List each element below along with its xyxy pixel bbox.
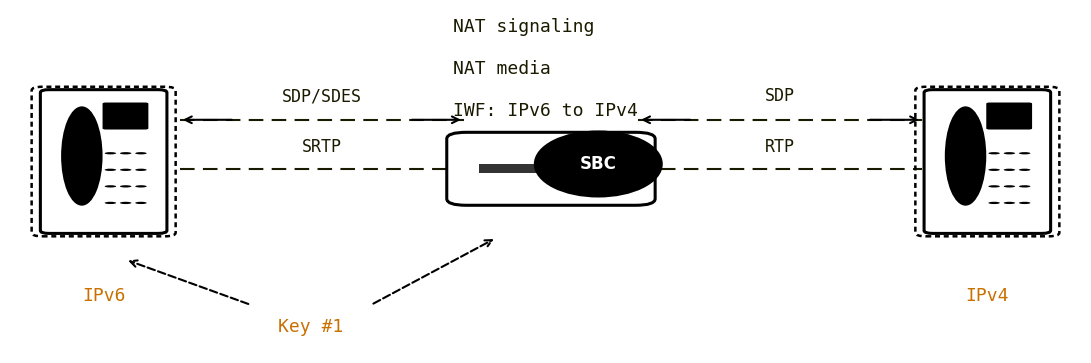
Ellipse shape (105, 202, 116, 204)
Ellipse shape (61, 106, 103, 206)
Ellipse shape (120, 169, 131, 171)
Ellipse shape (1019, 185, 1030, 188)
Ellipse shape (1019, 169, 1030, 171)
FancyBboxPatch shape (447, 132, 656, 205)
Text: IWF: IPv6 to IPv4: IWF: IPv6 to IPv4 (453, 102, 637, 120)
Text: SDP: SDP (765, 87, 795, 105)
Text: IPv4: IPv4 (966, 287, 1009, 305)
Text: SBC: SBC (580, 155, 616, 173)
Ellipse shape (105, 185, 116, 188)
Ellipse shape (105, 152, 116, 154)
Text: IPv6: IPv6 (82, 287, 125, 305)
Ellipse shape (1019, 202, 1030, 204)
Ellipse shape (135, 152, 146, 154)
FancyBboxPatch shape (40, 90, 167, 233)
Ellipse shape (536, 132, 661, 196)
Bar (480, 164, 567, 173)
Ellipse shape (1004, 202, 1015, 204)
Text: SRTP: SRTP (302, 138, 341, 156)
Ellipse shape (120, 152, 131, 154)
Text: NAT signaling: NAT signaling (453, 18, 595, 36)
Ellipse shape (988, 169, 999, 171)
Ellipse shape (1004, 185, 1015, 188)
Ellipse shape (135, 202, 146, 204)
Ellipse shape (945, 106, 986, 206)
Text: Key #1: Key #1 (278, 318, 344, 336)
FancyBboxPatch shape (986, 102, 1032, 130)
Ellipse shape (135, 185, 146, 188)
Ellipse shape (135, 169, 146, 171)
Text: RTP: RTP (765, 138, 795, 156)
Ellipse shape (1004, 169, 1015, 171)
Ellipse shape (1019, 152, 1030, 154)
FancyBboxPatch shape (924, 90, 1051, 233)
Text: NAT media: NAT media (453, 60, 551, 78)
Ellipse shape (120, 185, 131, 188)
Ellipse shape (988, 152, 999, 154)
FancyBboxPatch shape (103, 102, 148, 130)
Ellipse shape (105, 169, 116, 171)
Text: SDP/SDES: SDP/SDES (281, 87, 362, 105)
Ellipse shape (120, 202, 131, 204)
Ellipse shape (988, 185, 999, 188)
Ellipse shape (988, 202, 999, 204)
Ellipse shape (1004, 152, 1015, 154)
